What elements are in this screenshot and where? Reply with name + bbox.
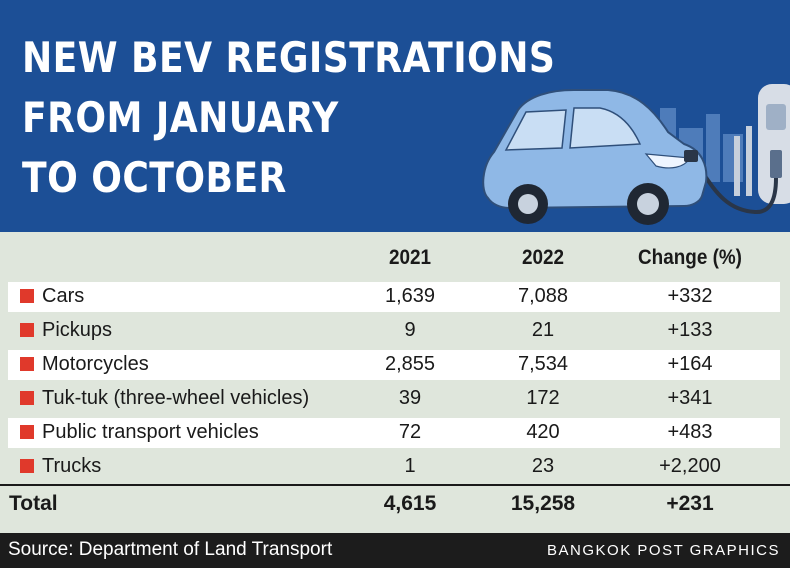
title-line-3: TO OCTOBER [22, 153, 287, 202]
bullet-square-icon [20, 289, 34, 303]
bullet-square-icon [20, 391, 34, 405]
total-2022: 15,258 [510, 492, 576, 515]
footer-bar: Source: Department of Land Transport BAN… [0, 533, 790, 568]
value-2022: 420 [526, 421, 560, 443]
value-change: +341 [667, 387, 713, 409]
value-2021: 1,639 [384, 285, 436, 307]
value-2021: 39 [398, 387, 422, 409]
electric-car-charging-illustration [482, 84, 790, 225]
total-2021: 4,615 [383, 492, 437, 515]
row-label: Trucks [42, 455, 102, 477]
value-2022: 172 [526, 387, 560, 409]
column-header-2021: 2021 [388, 246, 432, 269]
data-table: 2021 2022 Change (%) Cars 1,639 7,088 +3… [0, 232, 790, 533]
row-label: Tuk-tuk (three-wheel vehicles) [42, 387, 310, 409]
value-2021: 9 [404, 319, 416, 341]
row-label: Public transport vehicles [42, 421, 259, 443]
value-2021: 2,855 [384, 353, 436, 375]
table-row: Public transport vehicles 72 420 +483 [8, 418, 780, 448]
value-2021: 72 [398, 421, 422, 443]
header-banner: NEW BEV REGISTRATIONS FROM JANUARY TO OC… [0, 0, 790, 232]
total-divider [0, 484, 790, 486]
value-2021: 1 [404, 455, 416, 477]
column-header-2022: 2022 [521, 246, 565, 269]
bullet-square-icon [20, 459, 34, 473]
total-row: Total 4,615 15,258 +231 [0, 486, 790, 522]
value-change: +332 [667, 285, 713, 307]
source-note: Source: Department of Land Transport [8, 539, 333, 560]
total-change: +231 [666, 492, 714, 515]
value-2022: 7,534 [517, 353, 569, 375]
value-change: +133 [667, 319, 713, 341]
bullet-square-icon [20, 323, 34, 337]
charging-station-icon [734, 84, 790, 204]
value-change: +483 [667, 421, 713, 443]
table-row: Motorcycles 2,855 7,534 +164 [8, 350, 780, 380]
bullet-square-icon [20, 357, 34, 371]
row-label: Pickups [42, 319, 113, 341]
value-2022: 7,088 [517, 285, 569, 307]
row-label: Motorcycles [42, 353, 149, 375]
table-row: Cars 1,639 7,088 +332 [8, 282, 780, 312]
chart-title: NEW BEV REGISTRATIONS FROM JANUARY TO OC… [22, 28, 555, 208]
table-row: Tuk-tuk (three-wheel vehicles) 39 172 +3… [8, 384, 780, 414]
electric-car-icon [482, 89, 708, 225]
table-row: Pickups 9 21 +133 [8, 316, 780, 346]
table-row: Trucks 1 23 +2,200 [8, 452, 780, 482]
total-label: Total [9, 492, 58, 515]
bullet-square-icon [20, 425, 34, 439]
graphics-credit: BANGKOK POST GRAPHICS [547, 542, 780, 559]
value-2022: 23 [531, 455, 555, 477]
value-change: +2,200 [659, 455, 721, 477]
value-change: +164 [667, 353, 713, 375]
title-line-2: FROM JANUARY [22, 93, 339, 142]
value-2022: 21 [531, 319, 555, 341]
title-line-1: NEW BEV REGISTRATIONS [22, 33, 556, 82]
row-label: Cars [42, 285, 85, 307]
column-header-change: Change (%) [638, 246, 742, 269]
